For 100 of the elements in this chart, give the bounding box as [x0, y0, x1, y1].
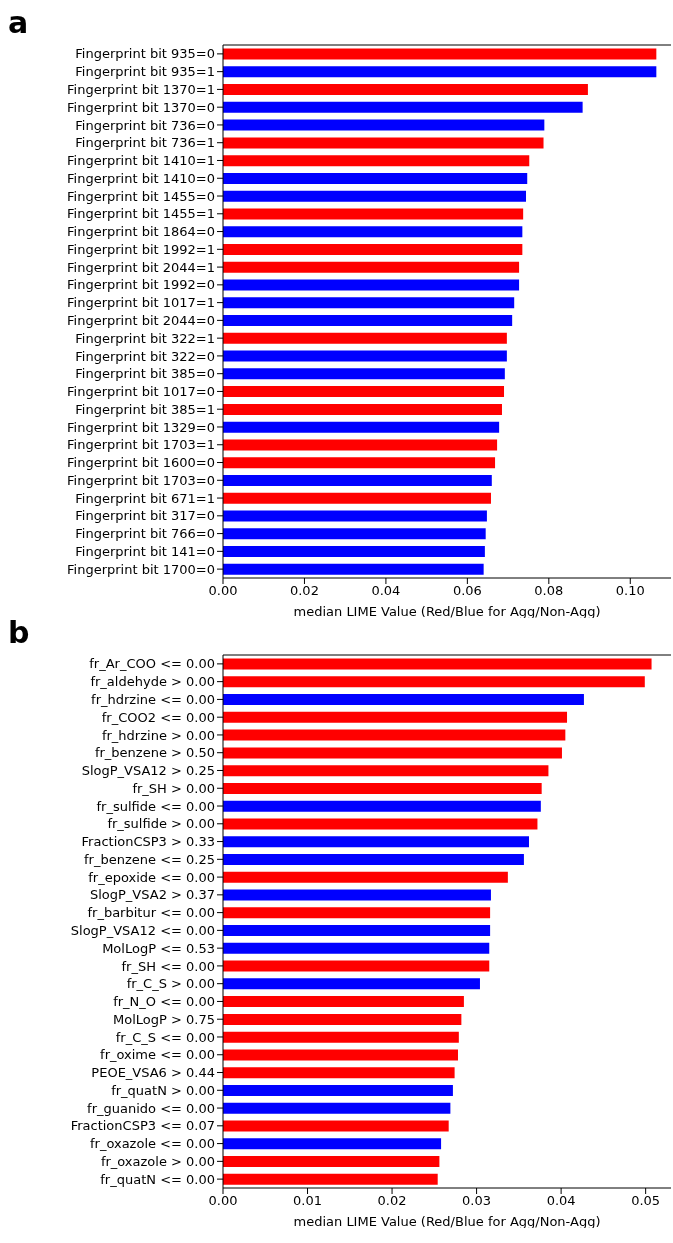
y-tick-label: Fingerprint bit 1992=1 [67, 241, 215, 257]
bar [223, 297, 515, 309]
y-tick-label: fr_sulfide > 0.00 [107, 816, 215, 832]
y-tick-label: Fingerprint bit 1455=1 [67, 206, 215, 222]
y-tick-label: Fingerprint bit 935=0 [75, 46, 215, 62]
y-tick-label: Fingerprint bit 385=1 [75, 401, 215, 417]
bar [223, 658, 652, 670]
y-tick-label: fr_SH <= 0.00 [121, 958, 215, 974]
y-tick-label: Fingerprint bit 141=0 [75, 543, 215, 559]
bar [223, 279, 520, 291]
x-tick-label: 0.01 [293, 1193, 322, 1209]
y-tick-label: Fingerprint bit 322=0 [75, 348, 215, 364]
bar [223, 1013, 462, 1025]
y-tick-label: fr_aldehyde > 0.00 [90, 674, 215, 690]
chart-title: a [8, 5, 30, 40]
y-tick-label: Fingerprint bit 736=1 [75, 135, 215, 151]
y-tick-label: fr_oxime <= 0.00 [100, 1047, 215, 1063]
x-tick-label: 0.06 [452, 583, 482, 599]
x-tick-label: 0.03 [462, 1193, 492, 1209]
x-tick-label: 0.00 [208, 1193, 238, 1209]
bar [223, 871, 508, 883]
bar [223, 925, 491, 937]
y-tick-label: fr_quatN > 0.00 [111, 1082, 215, 1098]
bar [223, 1049, 458, 1061]
y-tick-label: fr_C_S > 0.00 [126, 976, 215, 992]
bar [223, 836, 529, 848]
y-tick-label: Fingerprint bit 385=0 [75, 366, 215, 382]
y-tick-label: MolLogP > 0.75 [113, 1011, 215, 1027]
y-tick-label: Fingerprint bit 322=1 [75, 330, 215, 346]
y-tick-label: fr_oxazole <= 0.00 [89, 1136, 215, 1152]
bar [223, 960, 490, 972]
y-tick-label: Fingerprint bit 1703=0 [67, 472, 215, 488]
bar [223, 1173, 438, 1185]
bar [223, 403, 502, 415]
bar [223, 563, 484, 575]
y-tick-label: Fingerprint bit 736=0 [75, 117, 215, 133]
y-tick-label: FractionCSP3 > 0.33 [81, 834, 215, 850]
bar [223, 386, 505, 398]
y-tick-label: fr_benzene > 0.50 [94, 745, 215, 761]
y-tick-label: Fingerprint bit 1410=1 [67, 153, 215, 169]
bar [223, 261, 520, 273]
bar [223, 350, 507, 362]
y-tick-label: Fingerprint bit 1455=0 [67, 188, 215, 204]
y-tick-label: Fingerprint bit 2044=0 [67, 313, 215, 328]
x-axis-title: median LIME Value (Red/Blue for Agg/Non-Agg) [293, 604, 601, 619]
y-tick-label: Fingerprint bit 317=0 [75, 508, 215, 524]
y-tick-label: fr_benzene <= 0.25 [84, 851, 215, 867]
y-tick-label: Fingerprint bit 2044=1 [67, 259, 215, 275]
bar [223, 66, 657, 78]
chart-title: b [8, 615, 31, 650]
y-tick-label: fr_epoxide <= 0.00 [88, 869, 215, 885]
bar [223, 853, 524, 865]
y-tick-label: fr_C_S <= 0.00 [115, 1029, 215, 1045]
bar [223, 172, 528, 184]
y-tick-label: fr_oxazole > 0.00 [100, 1153, 215, 1169]
bar [223, 474, 492, 486]
bar [223, 84, 588, 96]
bar [223, 226, 523, 238]
bar [223, 676, 645, 688]
y-tick-label: Fingerprint bit 1017=1 [67, 295, 215, 311]
y-tick-label: MolLogP <= 0.53 [102, 940, 215, 956]
y-tick-label: fr_sulfide <= 0.00 [96, 798, 215, 814]
bar [223, 119, 545, 131]
y-tick-label: fr_SH > 0.00 [132, 780, 215, 796]
y-tick-label: SlogP_VSA12 <= 0.00 [70, 923, 215, 938]
bar [223, 190, 527, 202]
x-tick-label: 0.04 [371, 583, 401, 599]
bar [223, 782, 542, 794]
bar [223, 155, 530, 167]
bar [223, 546, 485, 558]
bar [223, 978, 480, 990]
bar [223, 996, 464, 1008]
x-tick-label: 0.02 [289, 583, 319, 599]
bar [223, 694, 584, 706]
bar [223, 208, 524, 220]
y-tick-label: fr_N_O <= 0.00 [113, 994, 215, 1010]
bar [223, 421, 500, 433]
bar [223, 765, 549, 777]
bar [223, 439, 498, 451]
y-tick-label: PEOE_VSA6 > 0.44 [91, 1065, 215, 1081]
x-tick-label: 0.10 [615, 583, 645, 599]
y-tick-label: fr_hdrzine <= 0.00 [91, 692, 215, 708]
bar [223, 510, 487, 522]
y-tick-label: Fingerprint bit 935=1 [75, 64, 215, 80]
y-tick-label: Fingerprint bit 1700=0 [67, 561, 215, 577]
bar [223, 889, 491, 901]
x-tick-label: 0.08 [534, 583, 564, 599]
x-axis-title: median LIME Value (Red/Blue for Agg/Non-Agg) [293, 1214, 601, 1229]
y-tick-label: fr_COO2 <= 0.00 [101, 709, 215, 725]
y-tick-label: Fingerprint bit 1864=0 [67, 224, 215, 240]
y-tick-label: Fingerprint bit 1410=0 [67, 170, 215, 186]
bar [223, 1031, 459, 1043]
bar [223, 818, 538, 830]
y-tick-label: Fingerprint bit 1370=0 [67, 99, 215, 115]
bar [223, 457, 496, 469]
bar [223, 711, 568, 723]
y-tick-label: fr_hdrzine > 0.00 [101, 727, 215, 743]
bar [223, 1156, 440, 1168]
bar [223, 747, 562, 759]
bar [223, 528, 486, 540]
